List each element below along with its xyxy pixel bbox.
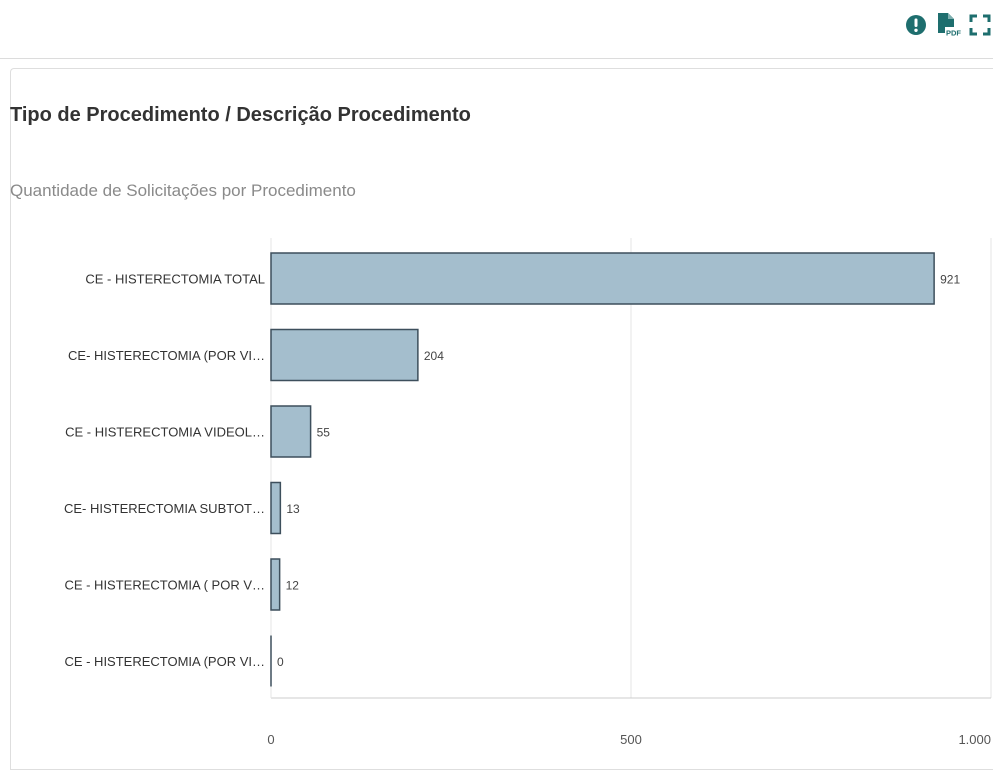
- category-label: CE - HISTERECTOMIA TOTAL: [85, 272, 265, 287]
- category-label: CE- HISTERECTOMIA (POR VI…: [68, 348, 265, 363]
- exclamation-circle-icon: [906, 15, 926, 35]
- bar[interactable]: [270, 252, 935, 305]
- chart-title: Tipo de Procedimento / Descrição Procedi…: [10, 104, 471, 126]
- pdf-badge-text: PDF: [946, 29, 961, 38]
- chart-panel: [10, 68, 993, 770]
- info-button[interactable]: [903, 12, 929, 38]
- chart-subtitle: Quantidade de Solicitações por Procedime…: [10, 181, 356, 200]
- data-label: 204: [424, 349, 444, 363]
- bar[interactable]: [270, 481, 282, 535]
- category-label: CE- HISTERECTOMIA SUBTOT…: [64, 501, 265, 516]
- pdf-file-icon: PDF: [938, 13, 961, 38]
- x-tick-label: 1.000: [958, 732, 991, 747]
- fullscreen-button[interactable]: [967, 12, 993, 38]
- toolbar: PDF: [903, 10, 993, 40]
- category-label: CE - HISTERECTOMIA (POR VI…: [64, 654, 265, 669]
- data-label: 13: [286, 502, 300, 516]
- category-label: CE - HISTERECTOMIA ( POR V…: [64, 578, 265, 593]
- data-label: 921: [940, 273, 960, 287]
- fullscreen-icon: [969, 14, 991, 36]
- data-label: 0: [277, 655, 284, 669]
- data-label: 12: [286, 579, 300, 593]
- bar[interactable]: [270, 558, 281, 611]
- x-tick-label: 500: [620, 732, 642, 747]
- bar[interactable]: [270, 405, 312, 458]
- category-label: CE - HISTERECTOMIA VIDEOL…: [65, 425, 265, 440]
- header-divider: [0, 58, 993, 59]
- export-pdf-button[interactable]: PDF: [935, 12, 961, 38]
- bar[interactable]: [270, 328, 419, 382]
- data-label: 55: [317, 426, 331, 440]
- x-tick-label: 0: [267, 732, 274, 747]
